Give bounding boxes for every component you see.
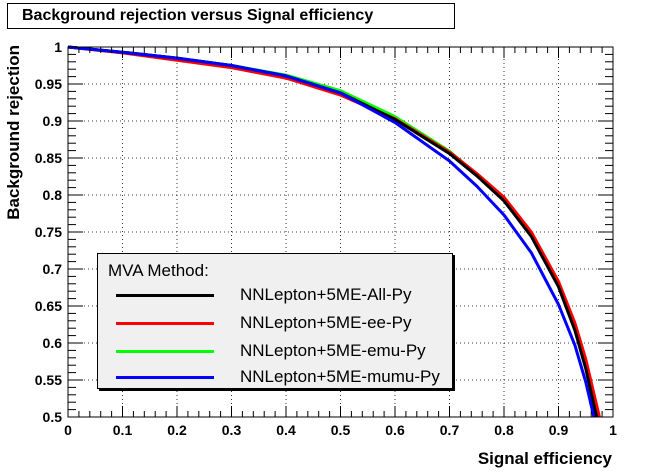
- y-tick-label: 0.7: [43, 261, 63, 277]
- x-tick-label: 0.1: [113, 422, 133, 438]
- y-tick-label: 0.65: [35, 298, 62, 314]
- legend-entry-emu: NNLepton+5ME-emu-Py: [112, 341, 442, 363]
- y-tick-label: 0.85: [35, 150, 62, 166]
- legend-entry-ee: NNLepton+5ME-ee-Py: [112, 313, 442, 335]
- x-tick-label: 0.7: [440, 422, 460, 438]
- x-tick-label: 0.5: [331, 422, 351, 438]
- legend-swatch-emu: [116, 350, 214, 353]
- series-line-3: [67, 45, 596, 418]
- legend-label-ee: NNLepton+5ME-ee-Py: [240, 313, 412, 332]
- x-tick-label: 0.8: [494, 422, 514, 438]
- y-tick-label: 0.55: [35, 372, 62, 388]
- legend-entry-all: NNLepton+5ME-All-Py: [112, 285, 442, 307]
- tick-labels: 0 0.1 0.2 0.3 0.4 0.5 0.6 0.7 0.8 0.9 1 0.5 0.55 0.6 0…: [35, 39, 617, 438]
- legend-header: MVA Method:: [108, 261, 209, 280]
- legend-label-emu: NNLepton+5ME-emu-Py: [240, 341, 426, 360]
- legend-swatch-ee: [116, 322, 214, 325]
- y-tick-label: 0.95: [35, 76, 62, 92]
- y-tick-label: 0.8: [43, 187, 63, 203]
- legend-swatch-all: [116, 294, 214, 297]
- x-tick-label: 0.6: [385, 422, 405, 438]
- x-tick-label: 0.2: [167, 422, 187, 438]
- y-tick-label: 0.6: [43, 335, 63, 351]
- series-lines: [67, 45, 601, 418]
- legend-swatch-mumu: [116, 376, 214, 379]
- y-axis-label: Background rejection: [4, 45, 23, 220]
- x-tick-label: 1: [609, 422, 617, 438]
- axis-ticks: [67, 46, 614, 418]
- x-axis-label: Signal efficiency: [478, 449, 613, 468]
- x-tick-label: 0.3: [222, 422, 242, 438]
- x-tick-label: 0.9: [549, 422, 569, 438]
- y-tick-label: 0.9: [43, 113, 63, 129]
- y-tick-label: 1: [54, 39, 62, 55]
- legend-label-all: NNLepton+5ME-All-Py: [240, 285, 412, 304]
- legend-label-mumu: NNLepton+5ME-mumu-Py: [240, 367, 440, 386]
- y-tick-label: 0.75: [35, 224, 62, 240]
- chart-title: Background rejection versus Signal effic…: [7, 3, 455, 29]
- y-tick-label: 0.5: [43, 409, 63, 425]
- legend-entry-mumu: NNLepton+5ME-mumu-Py: [112, 367, 442, 389]
- x-tick-label: 0.4: [276, 422, 296, 438]
- legend: MVA Method: NNLepton+5ME-All-Py NNLepton…: [97, 253, 453, 389]
- x-tick-label: 0: [64, 422, 72, 438]
